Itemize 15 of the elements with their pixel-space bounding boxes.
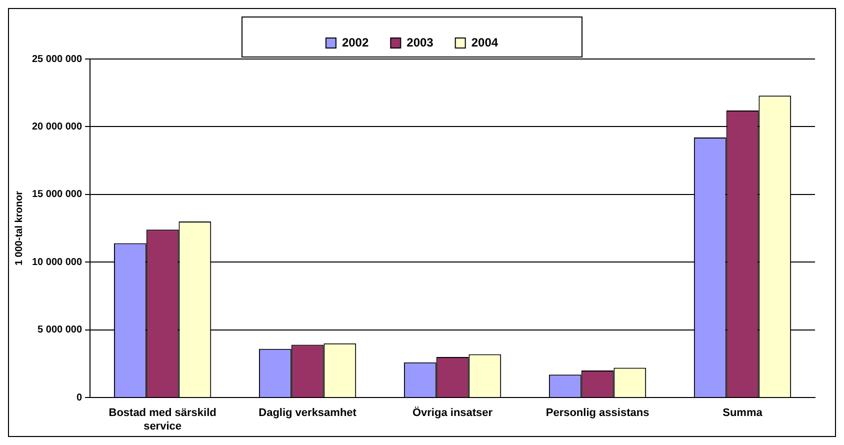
legend-label: 2003 <box>406 35 434 50</box>
x-tick-label: Daglig verksamhet <box>258 407 357 420</box>
x-tick-label: Övriga insatser <box>412 406 494 420</box>
y-tick-label: 0 <box>76 392 82 404</box>
y-tick-label: 15 000 000 <box>32 189 82 200</box>
y-axis-title: 1 000-tal kronor <box>14 190 25 266</box>
x-tick-label: Bostad med särskild service <box>108 407 216 432</box>
y-tick-label: 5 000 000 <box>38 324 82 336</box>
legend-label: 2004 <box>471 35 498 50</box>
y-tick-label: 25 000 000 <box>32 54 82 65</box>
y-tick-label: 10 000 000 <box>32 256 82 268</box>
y-tick-label: 20 000 000 <box>32 121 82 132</box>
x-tick-label: Personlig assistans <box>546 407 650 420</box>
x-tick-label: Summa <box>722 407 764 420</box>
legend-label: 2002 <box>342 35 369 50</box>
